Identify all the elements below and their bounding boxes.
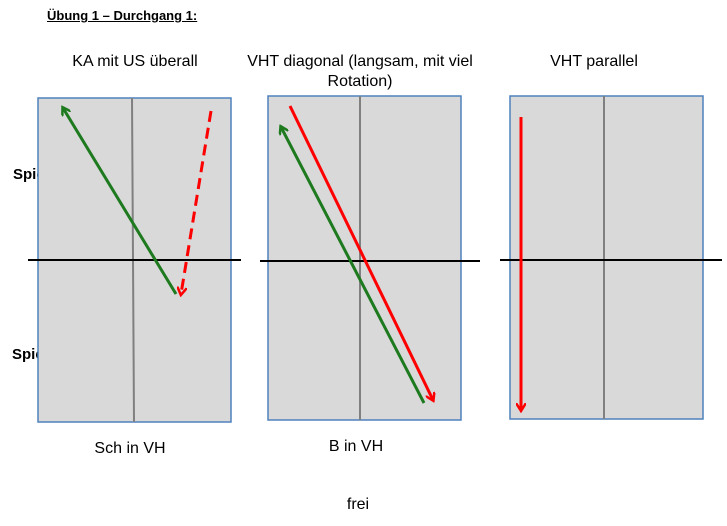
column-2-bottom-label: B in VH — [328, 438, 384, 455]
table-1-green-arrow — [63, 108, 178, 295]
table-2-red-arrow — [288, 105, 433, 400]
column-1-title: KA mit US überall — [72, 53, 198, 70]
table-1-red-dashed-arrow — [181, 110, 213, 294]
table-1 — [28, 97, 241, 423]
table-3 — [500, 95, 722, 420]
exercise-heading: Übung 1 – Durchgang 1: — [47, 8, 198, 23]
column-3-title: VHT parallel — [550, 53, 638, 70]
column-2-title: VHT diagonal (langsam, mit viel Rotation… — [247, 53, 473, 90]
table-3-surface — [509, 95, 704, 420]
table-2-green-arrow — [281, 127, 426, 404]
column-1-bottom-label: Sch in VH — [94, 440, 166, 457]
footer-label: frei — [346, 496, 370, 513]
table-2 — [260, 95, 480, 421]
